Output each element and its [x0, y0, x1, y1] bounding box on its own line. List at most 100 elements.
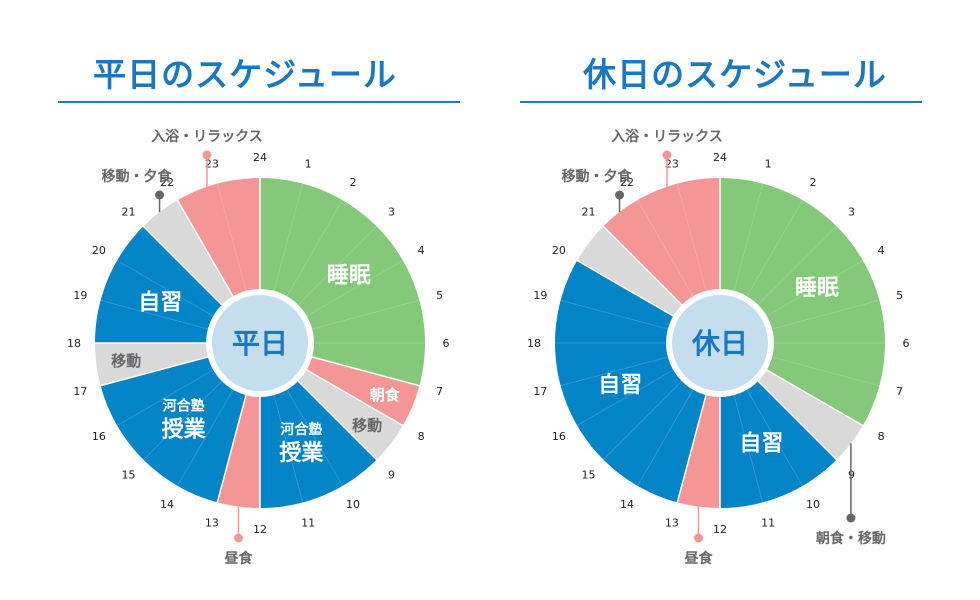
hour-label: 1 — [765, 157, 772, 170]
hour-label: 20 — [552, 244, 566, 257]
hour-divider — [116, 260, 215, 317]
hour-label: 13 — [665, 517, 679, 530]
hour-label: 14 — [620, 498, 634, 511]
hour-label: 17 — [73, 385, 87, 398]
hour-label: 2 — [350, 176, 357, 189]
hour-label: 15 — [121, 469, 135, 482]
hour-divider — [771, 356, 880, 387]
hour-label: 6 — [443, 337, 450, 350]
hour-divider — [116, 369, 215, 426]
hour-label: 21 — [121, 205, 135, 218]
hour-label: 4 — [878, 244, 885, 257]
segment-label-sub: 河合塾 — [163, 397, 205, 414]
hour-divider — [286, 199, 343, 298]
center-disc — [212, 295, 308, 391]
hour-divider — [297, 225, 378, 306]
hour-divider — [273, 183, 304, 292]
holiday-panel: 休日のスケジュール 睡眠自習自習休日2412345678910111213141… — [490, 0, 980, 600]
hour-divider — [733, 394, 764, 503]
holiday-schedule-chart: 睡眠自習自習休日24123456789101112131415161718192… — [527, 128, 910, 567]
center-label: 休日 — [691, 327, 748, 360]
callout-dot — [155, 190, 165, 200]
hour-divider — [757, 225, 838, 306]
callout-label: 昼食 — [684, 550, 713, 567]
callout-label: 昼食 — [224, 550, 253, 567]
center-label: 平日 — [232, 327, 288, 360]
hour-divider — [771, 299, 880, 330]
hour-label: 7 — [896, 385, 903, 398]
hour-divider — [746, 199, 803, 298]
callout-dot — [233, 533, 243, 543]
hour-divider — [733, 183, 764, 292]
callout-label: 移動・夕食 — [562, 168, 633, 185]
hour-label: 11 — [761, 517, 775, 530]
hour-label: 10 — [346, 498, 360, 511]
hour-label: 17 — [533, 385, 547, 398]
hour-label: 23 — [665, 157, 679, 170]
hour-label: 9 — [388, 469, 395, 482]
hour-label: 3 — [388, 205, 395, 218]
hour-label: 16 — [552, 430, 566, 443]
segment-label: 睡眠 — [327, 264, 371, 289]
holiday-title-rule — [520, 101, 922, 103]
callout-dot — [693, 533, 703, 543]
hour-label: 22 — [160, 176, 174, 189]
callout-label: 入浴・リラックス — [151, 128, 263, 145]
segment-label: 自習 — [739, 431, 783, 457]
hour-divider — [637, 388, 694, 487]
hour-label: 3 — [848, 205, 855, 218]
segment-label: 朝食 — [370, 386, 401, 404]
callout-dot — [615, 190, 625, 200]
hour-label: 2 — [810, 176, 817, 189]
holiday-title: 休日のスケジュール — [583, 55, 887, 94]
callout-label: 朝食・移動 — [816, 530, 886, 547]
callout-dot — [662, 150, 672, 160]
hour-divider — [746, 388, 803, 487]
hour-divider — [305, 260, 404, 317]
weekday-title-rule — [58, 101, 460, 103]
hour-divider — [177, 388, 234, 487]
hour-divider — [100, 299, 209, 330]
hour-label: 12 — [713, 523, 727, 536]
segment-label: 移動 — [111, 352, 141, 370]
segment-label: 授業 — [279, 441, 324, 466]
segment-label: 自習 — [138, 290, 182, 316]
hour-divider — [560, 299, 669, 330]
hour-label: 18 — [67, 337, 81, 350]
segment-study — [100, 343, 261, 503]
hour-divider — [311, 299, 420, 330]
callout-label: 移動・夕食 — [102, 168, 173, 185]
hour-label: 10 — [806, 498, 820, 511]
segment-label: 移動 — [352, 417, 382, 435]
segment-label: 睡眠 — [795, 276, 839, 301]
hour-label: 24 — [253, 151, 267, 164]
callout-label: 入浴・リラックス — [611, 128, 723, 145]
hour-label: 24 — [713, 151, 727, 164]
hour-label: 13 — [205, 517, 219, 530]
hour-label: 4 — [418, 244, 425, 257]
hour-divider — [273, 394, 304, 503]
hour-divider — [576, 369, 675, 426]
hour-divider — [286, 388, 343, 487]
hour-label: 8 — [418, 430, 425, 443]
hour-divider — [676, 183, 707, 292]
hour-label: 16 — [92, 430, 106, 443]
hour-label: 8 — [878, 430, 885, 443]
weekday-title: 平日のスケジュール — [93, 55, 397, 94]
hour-label: 19 — [73, 289, 87, 302]
hour-divider — [602, 380, 683, 461]
hour-label: 11 — [301, 517, 315, 530]
hour-label: 5 — [436, 289, 443, 302]
hour-label: 1 — [305, 157, 312, 170]
hour-label: 18 — [527, 337, 541, 350]
hour-divider — [216, 183, 247, 292]
hour-label: 5 — [896, 289, 903, 302]
hour-divider — [637, 199, 694, 298]
hour-label: 23 — [205, 157, 219, 170]
hour-label: 19 — [533, 289, 547, 302]
segment-label: 自習 — [598, 372, 642, 398]
hour-label: 22 — [620, 176, 634, 189]
segment-label-sub: 河合塾 — [280, 421, 322, 438]
hour-divider — [142, 380, 223, 461]
